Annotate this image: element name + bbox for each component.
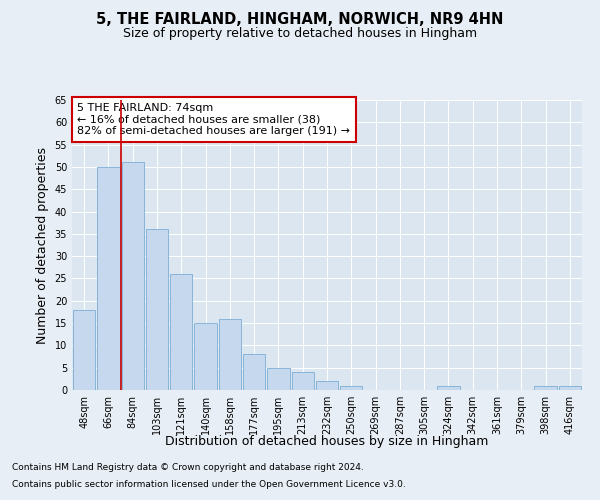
Bar	[146, 230, 168, 390]
Text: 5, THE FAIRLAND, HINGHAM, NORWICH, NR9 4HN: 5, THE FAIRLAND, HINGHAM, NORWICH, NR9 4…	[97, 12, 503, 28]
Bar	[73, 310, 95, 390]
Text: Contains public sector information licensed under the Open Government Licence v3: Contains public sector information licen…	[12, 480, 406, 489]
Bar	[559, 386, 581, 390]
Bar	[292, 372, 314, 390]
Bar	[340, 386, 362, 390]
Bar	[97, 167, 119, 390]
Text: Contains HM Land Registry data © Crown copyright and database right 2024.: Contains HM Land Registry data © Crown c…	[12, 464, 364, 472]
Bar	[194, 323, 217, 390]
Bar	[243, 354, 265, 390]
Bar	[170, 274, 193, 390]
Text: Size of property relative to detached houses in Hingham: Size of property relative to detached ho…	[123, 28, 477, 40]
Bar	[437, 386, 460, 390]
Bar	[535, 386, 557, 390]
Bar	[218, 318, 241, 390]
Bar	[122, 162, 144, 390]
Text: Distribution of detached houses by size in Hingham: Distribution of detached houses by size …	[166, 435, 488, 448]
Y-axis label: Number of detached properties: Number of detached properties	[36, 146, 49, 344]
Bar	[316, 381, 338, 390]
Text: 5 THE FAIRLAND: 74sqm
← 16% of detached houses are smaller (38)
82% of semi-deta: 5 THE FAIRLAND: 74sqm ← 16% of detached …	[77, 103, 350, 136]
Bar	[267, 368, 290, 390]
